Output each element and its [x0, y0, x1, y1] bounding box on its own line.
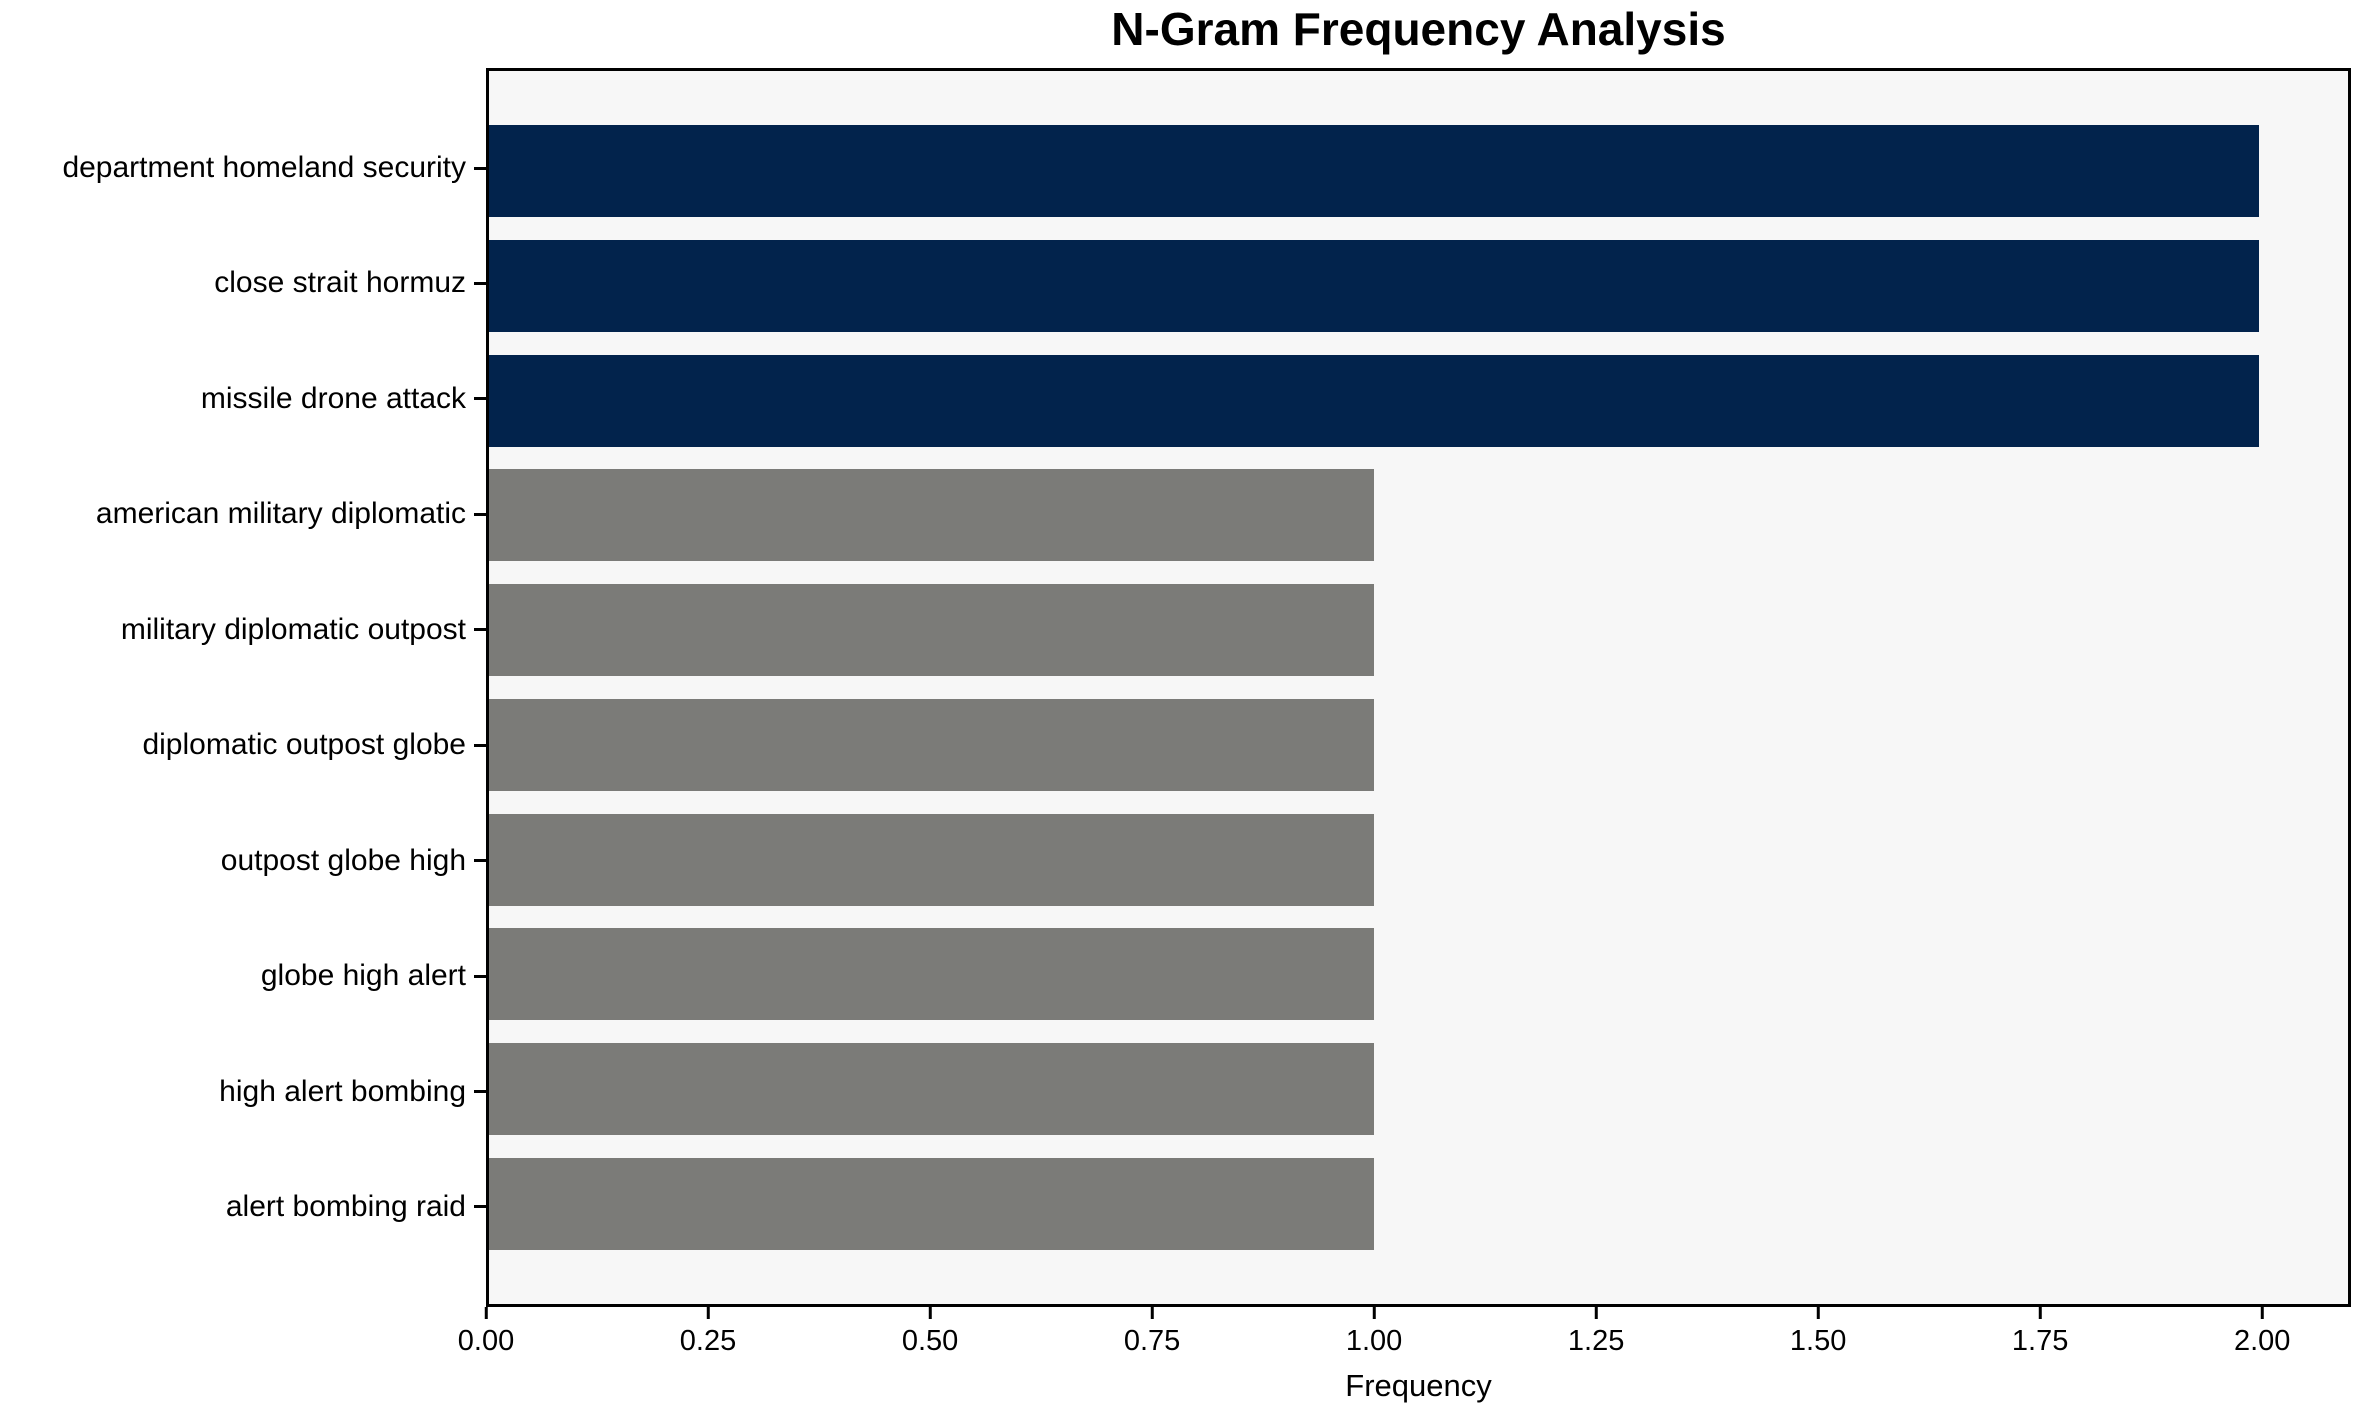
y-label-row: american military diplomatic [0, 468, 486, 560]
x-axis-tick-mark [484, 1307, 488, 1319]
x-axis-tick-label: 1.00 [1345, 1325, 1403, 1357]
y-axis-tick-mark [474, 166, 486, 170]
y-axis-category-label: close strait hormuz [214, 266, 466, 300]
y-axis-category-label: missile drone attack [200, 381, 466, 415]
x-axis-tick-mark [1150, 1307, 1154, 1319]
bar [489, 1043, 1375, 1136]
y-axis-tick-mark [474, 859, 486, 863]
y-axis-tick-mark [474, 743, 486, 747]
x-axis-tick-mark [2260, 1307, 2264, 1319]
y-label-row: diplomatic outpost globe [0, 699, 486, 791]
x-tick: 0.00 [458, 1307, 514, 1358]
y-axis-category-label: alert bombing raid [225, 1189, 466, 1223]
bar [489, 1157, 1375, 1250]
x-axis-tick-label: 0.00 [457, 1325, 515, 1357]
bar [489, 584, 1375, 677]
x-tick: 1.25 [1568, 1307, 1624, 1358]
x-axis-tick-label: 0.25 [679, 1325, 737, 1357]
x-tick: 0.75 [1124, 1307, 1180, 1358]
x-axis-tick-mark [706, 1307, 710, 1319]
y-label-row: department homeland security [0, 122, 486, 214]
y-axis-tick-mark [474, 512, 486, 516]
y-axis-tick-mark [474, 628, 486, 632]
x-tick: 1.00 [1346, 1307, 1402, 1358]
y-axis-category-label: diplomatic outpost globe [142, 728, 466, 762]
x-axis-tick-label: 1.25 [1567, 1325, 1625, 1357]
y-label-row: missile drone attack [0, 353, 486, 445]
x-axis-tick-mark [1816, 1307, 1820, 1319]
bar-row [489, 584, 2348, 677]
x-axis-tick-label: 1.75 [2011, 1325, 2069, 1357]
y-axis-category-label: outpost globe high [220, 843, 466, 877]
bar [489, 354, 2260, 447]
y-label-row: high alert bombing [0, 1046, 486, 1138]
y-axis-tick-mark [474, 974, 486, 978]
x-axis-title: Frequency [1345, 1368, 1492, 1403]
bars-area [489, 71, 2348, 1304]
x-axis-tick-label: 0.50 [901, 1325, 959, 1357]
y-axis-tick-mark [474, 1205, 486, 1209]
plot-area [486, 68, 2351, 1307]
x-axis: 0.00 0.25 0.50 0.75 1.00 1.25 1.50 1.75 2.00 [458, 1307, 2351, 1377]
x-axis-tick-label: 2.00 [2233, 1325, 2291, 1357]
chart-title: N-Gram Frequency Analysis [1111, 3, 1726, 55]
bar-row [489, 469, 2348, 562]
y-label-row: alert bombing raid [0, 1161, 486, 1253]
y-axis-tick-mark [474, 281, 486, 285]
y-axis-category-label: american military diplomatic [95, 497, 466, 531]
x-axis-tick-label: 1.50 [1789, 1325, 1847, 1357]
y-axis-category-label: globe high alert [260, 959, 466, 993]
x-axis-tick-label: 0.75 [1123, 1325, 1181, 1357]
y-axis-category-label: department homeland security [62, 151, 466, 184]
y-label-row: close strait hormuz [0, 237, 486, 329]
x-tick: 0.25 [680, 1307, 736, 1358]
bar-row [489, 125, 2348, 217]
bar [489, 813, 1375, 906]
bar-row [489, 813, 2348, 906]
bar [489, 928, 1375, 1021]
bar [489, 698, 1375, 791]
x-tick: 1.50 [1790, 1307, 1846, 1358]
y-axis-category-label: military diplomatic outpost [120, 612, 466, 646]
y-label-row: outpost globe high [0, 815, 486, 907]
y-label-row: globe high alert [0, 930, 486, 1022]
y-axis-tick-mark [474, 397, 486, 401]
bar-row [489, 698, 2348, 791]
x-axis-tick-mark [2038, 1307, 2042, 1319]
y-axis-category-label: high alert bombing [219, 1074, 466, 1108]
bar [489, 239, 2260, 332]
bar-row [489, 1043, 2348, 1136]
x-axis-tick-mark [1372, 1307, 1376, 1319]
x-tick: 0.50 [902, 1307, 958, 1358]
x-tick: 2.00 [2234, 1307, 2290, 1358]
bar [489, 469, 1375, 562]
y-label-row: military diplomatic outpost [0, 584, 486, 676]
bar-row [489, 239, 2348, 332]
y-axis-tick-mark [474, 1090, 486, 1093]
x-axis-tick-mark [1594, 1307, 1598, 1319]
x-tick: 1.75 [2012, 1307, 2068, 1358]
y-axis-labels: department homeland security close strait… [0, 68, 486, 1307]
bar-row [489, 928, 2348, 1021]
x-axis-tick-mark [928, 1307, 932, 1319]
bar [489, 125, 2260, 217]
bar-row [489, 1157, 2348, 1250]
bar-row [489, 354, 2348, 447]
